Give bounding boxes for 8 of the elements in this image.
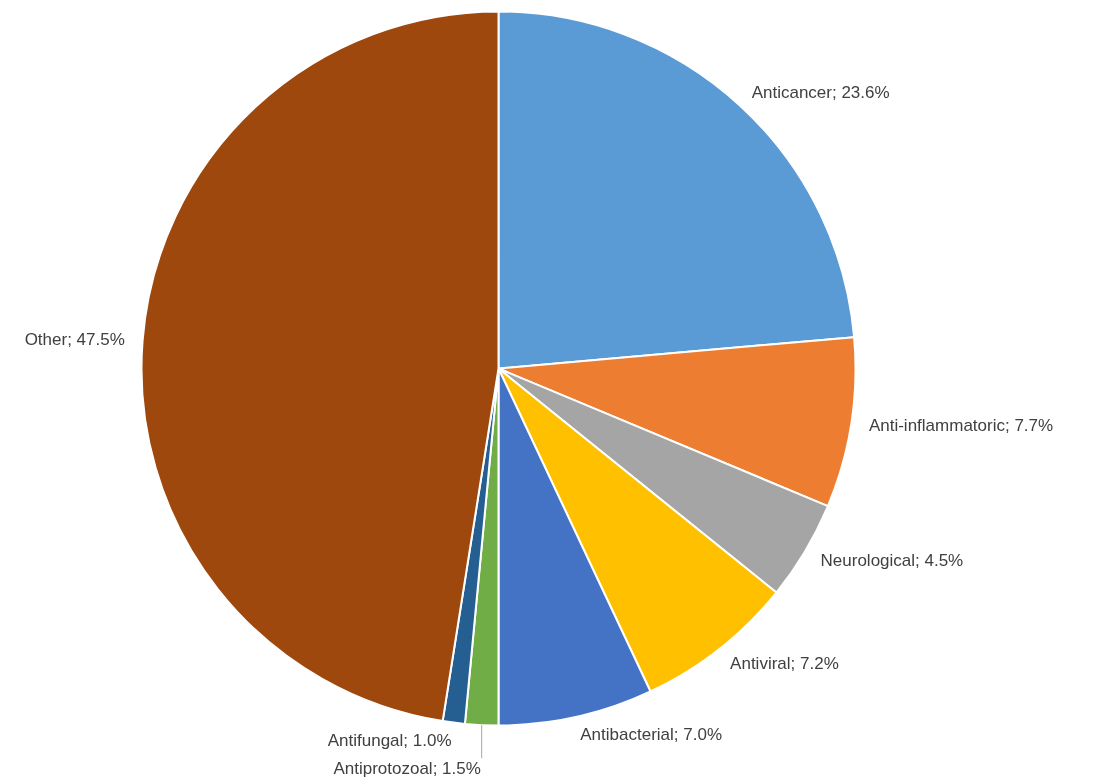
slice-label: Antibacterial; 7.0% [580,724,723,744]
slice-label: Neurological; 4.5% [820,550,964,570]
slice-label: Anticancer; 23.6% [751,82,890,102]
slice-label: Other; 47.5% [24,329,125,349]
slice-label: Anti-inflammatoric; 7.7% [868,416,1054,436]
slice-label: Antiprotozoal; 1.5% [333,759,481,779]
slice-label: Antifungal; 1.0% [327,730,452,750]
slice-label: Antiviral; 7.2% [730,653,839,673]
